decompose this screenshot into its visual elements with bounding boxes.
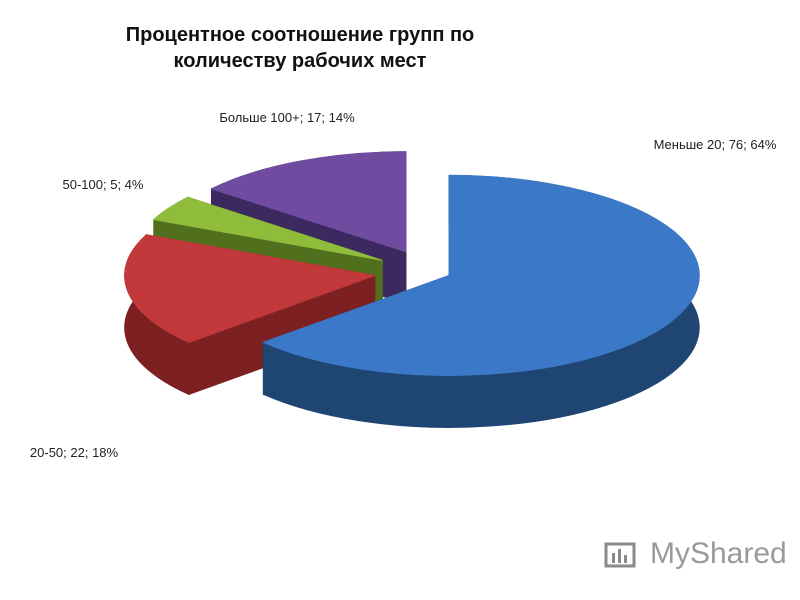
- data-label: Больше 100+; 17; 14%: [219, 110, 355, 125]
- slice: [152, 196, 383, 261]
- slice: [124, 234, 377, 343]
- slice: [210, 151, 407, 253]
- watermark-icon: [604, 542, 636, 568]
- data-label: 20-50; 22; 18%: [29, 445, 119, 460]
- data-label: Меньше 20; 76; 64%: [653, 137, 777, 152]
- watermark: MyShared: [650, 537, 787, 570]
- data-label: 50-100; 5; 4%: [62, 177, 144, 192]
- slice: [262, 174, 700, 376]
- chart-title: Процентное соотношение групп по количест…: [125, 24, 475, 72]
